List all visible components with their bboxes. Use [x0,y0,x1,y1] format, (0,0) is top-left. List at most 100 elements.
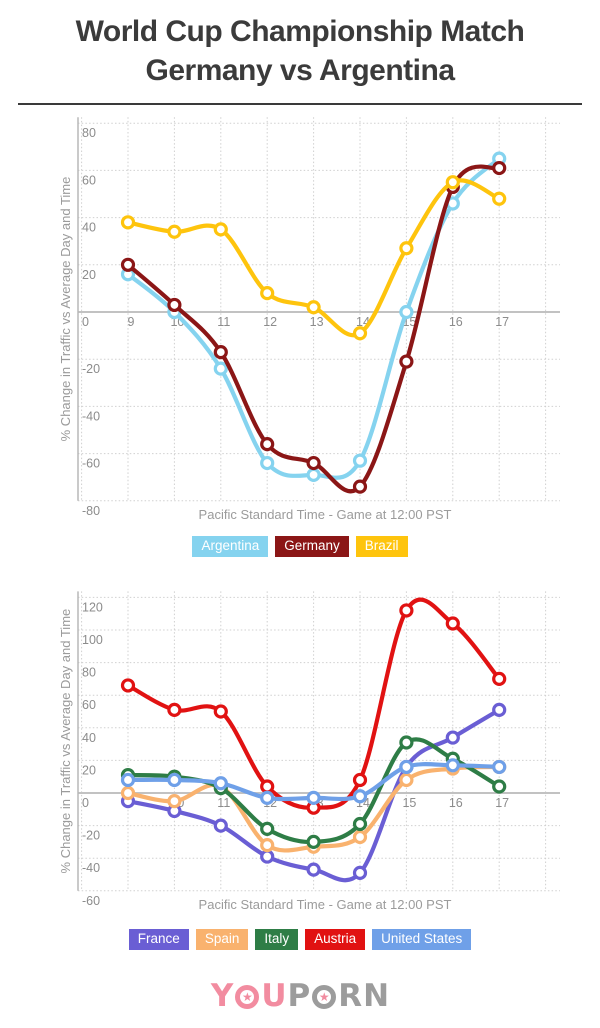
youporn-logo: Y ★ U P ★ R N [0,981,600,1012]
series-line-germany [125,164,502,494]
series-marker-united-states [306,790,321,805]
series-marker-austria [445,616,460,631]
series-marker-argentina [352,453,368,468]
series-marker-argentina [306,467,321,482]
series-marker-austria [399,603,414,618]
series-marker-italy [306,834,321,850]
x-axis-title: Pacific Standard Time - Game at 12:00 PS… [199,507,452,522]
series-marker-argentina [213,361,228,376]
y-tick-label: -20 [82,829,100,843]
y-tick-label: -20 [82,362,100,376]
series-marker-austria [492,671,507,687]
legend-item-spain: Spain [195,929,249,950]
legend-item-france: France [128,929,189,950]
logo-o-star-icon: ★ [312,984,337,1009]
legend-item-austria: Austria [305,929,366,950]
bottom-chart-legend: France Spain Italy Austria United States [0,929,600,950]
y-tick-label: 20 [82,268,96,282]
y-axis-title: % Change in Traffic vs Average Day and T… [58,609,73,874]
y-tick-label: -60 [82,457,100,471]
series-marker-germany [167,297,182,313]
legend-item-argentina: Argentina [192,536,269,557]
series-marker-united-states [399,759,414,775]
series-marker-italy [399,735,414,750]
series-marker-france [306,862,321,877]
x-axis-title: Pacific Standard Time - Game at 12:00 PS… [199,897,452,912]
series-marker-france [260,849,275,864]
series-marker-france [352,865,368,880]
series-line-austria [125,597,502,810]
logo-letter: Y [210,978,234,1014]
legend-item-germany: Germany [275,536,349,557]
series-marker-brazil [399,241,414,256]
y-tick-label: 0 [82,796,89,810]
star-icon: ★ [318,989,330,1004]
legend-item-brazil: Brazil [355,536,408,557]
title-divider [18,103,582,105]
y-tick-label: -60 [82,894,100,908]
series-marker-united-states [213,776,228,791]
page-title-line1: World Cup Championship Match [75,15,525,48]
y-tick-label: 120 [82,600,103,614]
x-tick-label: 15 [402,796,416,810]
series-marker-austria [120,678,136,693]
series-marker-germany [120,257,136,272]
series-marker-germany [492,160,507,176]
y-tick-label: 60 [82,173,96,187]
series-marker-brazil [260,286,275,301]
series-marker-spain [167,794,182,809]
series-marker-brazil [352,326,368,341]
series-marker-united-states [260,790,275,805]
y-tick-label: 100 [82,633,103,647]
series-marker-spain [260,838,275,853]
series-marker-brazil [445,175,460,190]
y-tick-label: 60 [82,698,96,712]
series-marker-brazil [492,191,507,206]
series-marker-germany [399,354,414,369]
y-axis-title: % Change in Traffic vs Average Day and T… [58,177,73,442]
y-tick-label: 40 [82,221,96,235]
legend-item-italy: Italy [255,929,299,950]
y-tick-label: -40 [82,409,100,423]
logo-letter: P [287,978,311,1014]
bottom-chart: -60-40-200204060801001209101112131415161… [58,591,560,912]
series-marker-italy [492,779,507,794]
series-marker-united-states [167,772,182,788]
x-tick-label: 16 [449,315,463,329]
series-marker-united-states [445,758,460,773]
logo-letter: R [338,978,363,1014]
y-tick-label: 80 [82,126,96,140]
series-marker-united-states [492,759,507,775]
series-marker-austria [352,772,368,788]
series-marker-united-states [120,772,136,788]
series-marker-germany [260,437,275,452]
logo-letter: N [363,978,390,1014]
x-tick-label: 12 [263,315,277,329]
y-tick-label: 40 [82,731,96,745]
y-tick-label: 0 [82,315,89,329]
series-marker-france [492,702,507,717]
series-marker-argentina [399,304,414,320]
series-marker-germany [306,455,321,471]
series-marker-austria [167,702,182,717]
series-marker-argentina [260,455,275,471]
x-tick-label: 17 [495,315,509,329]
x-tick-label: 17 [495,796,509,810]
page-title: World Cup Championship Match Germany vs … [0,12,600,90]
y-tick-label: 80 [82,666,96,680]
series-marker-brazil [120,215,136,230]
series-marker-spain [352,829,368,845]
page-title-line2: Germany vs Argentina [145,54,456,87]
y-tick-label: -40 [82,861,100,875]
logo-letter: U [261,978,287,1014]
series-marker-brazil [306,300,321,315]
star-icon: ★ [241,989,253,1004]
series-marker-germany [213,345,228,360]
series-marker-italy [352,816,368,832]
series-marker-brazil [213,222,228,237]
series-marker-france [445,730,460,745]
logo-o-star-icon: ★ [235,984,260,1009]
legend-item-united-states: United States [372,929,472,950]
